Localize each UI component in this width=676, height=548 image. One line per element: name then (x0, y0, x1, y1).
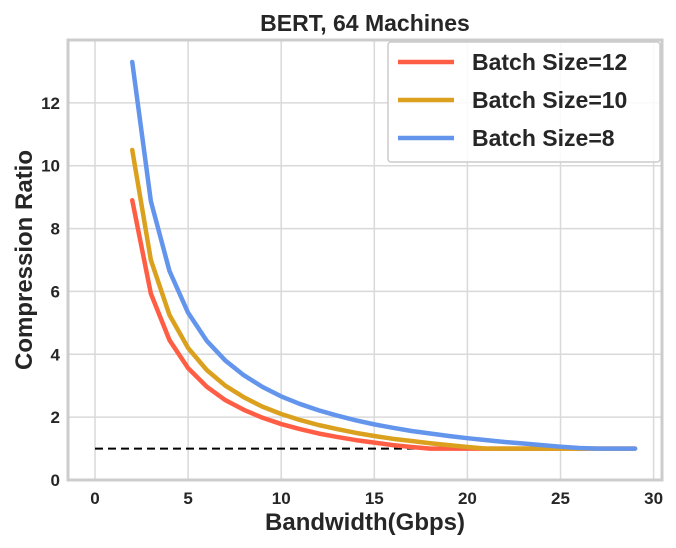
y-tick-label: 0 (51, 471, 60, 490)
legend-label: Batch Size=8 (472, 125, 615, 151)
legend-label: Batch Size=10 (472, 87, 627, 113)
legend-box (387, 41, 661, 163)
x-tick-label: 0 (90, 489, 99, 508)
y-tick-labels: 0 2 4 6 8 10 12 (41, 94, 60, 490)
x-tick-label: 20 (458, 489, 477, 508)
series-line-2 (129, 59, 638, 451)
y-tick-label: 10 (41, 157, 60, 176)
y-tick-label: 6 (51, 282, 60, 301)
y-axis-label: Compression Ratio (11, 150, 38, 370)
x-tick-label: 10 (272, 489, 291, 508)
y-tick-label: 8 (51, 220, 60, 239)
legend-label: Batch Size=12 (472, 49, 627, 75)
x-tick-label: 25 (551, 489, 570, 508)
y-tick-label: 2 (51, 408, 60, 427)
plot-frame (66, 38, 664, 482)
x-tick-label: 30 (644, 489, 663, 508)
y-tick-label: 4 (51, 345, 61, 364)
y-tick-label: 12 (41, 94, 60, 113)
series-line-0 (129, 198, 638, 451)
x-tick-labels: 0 5 10 15 20 25 30 (90, 489, 663, 508)
legend: Batch Size=12 Batch Size=10 Batch Size=8 (387, 41, 661, 163)
chart-title: BERT, 64 Machines (260, 10, 470, 36)
x-tick-label: 15 (365, 489, 384, 508)
x-tick-label: 5 (183, 489, 192, 508)
series-lines (129, 59, 638, 451)
series-line-1 (129, 147, 638, 451)
x-axis-label: Bandwidth(Gbps) (265, 509, 465, 536)
